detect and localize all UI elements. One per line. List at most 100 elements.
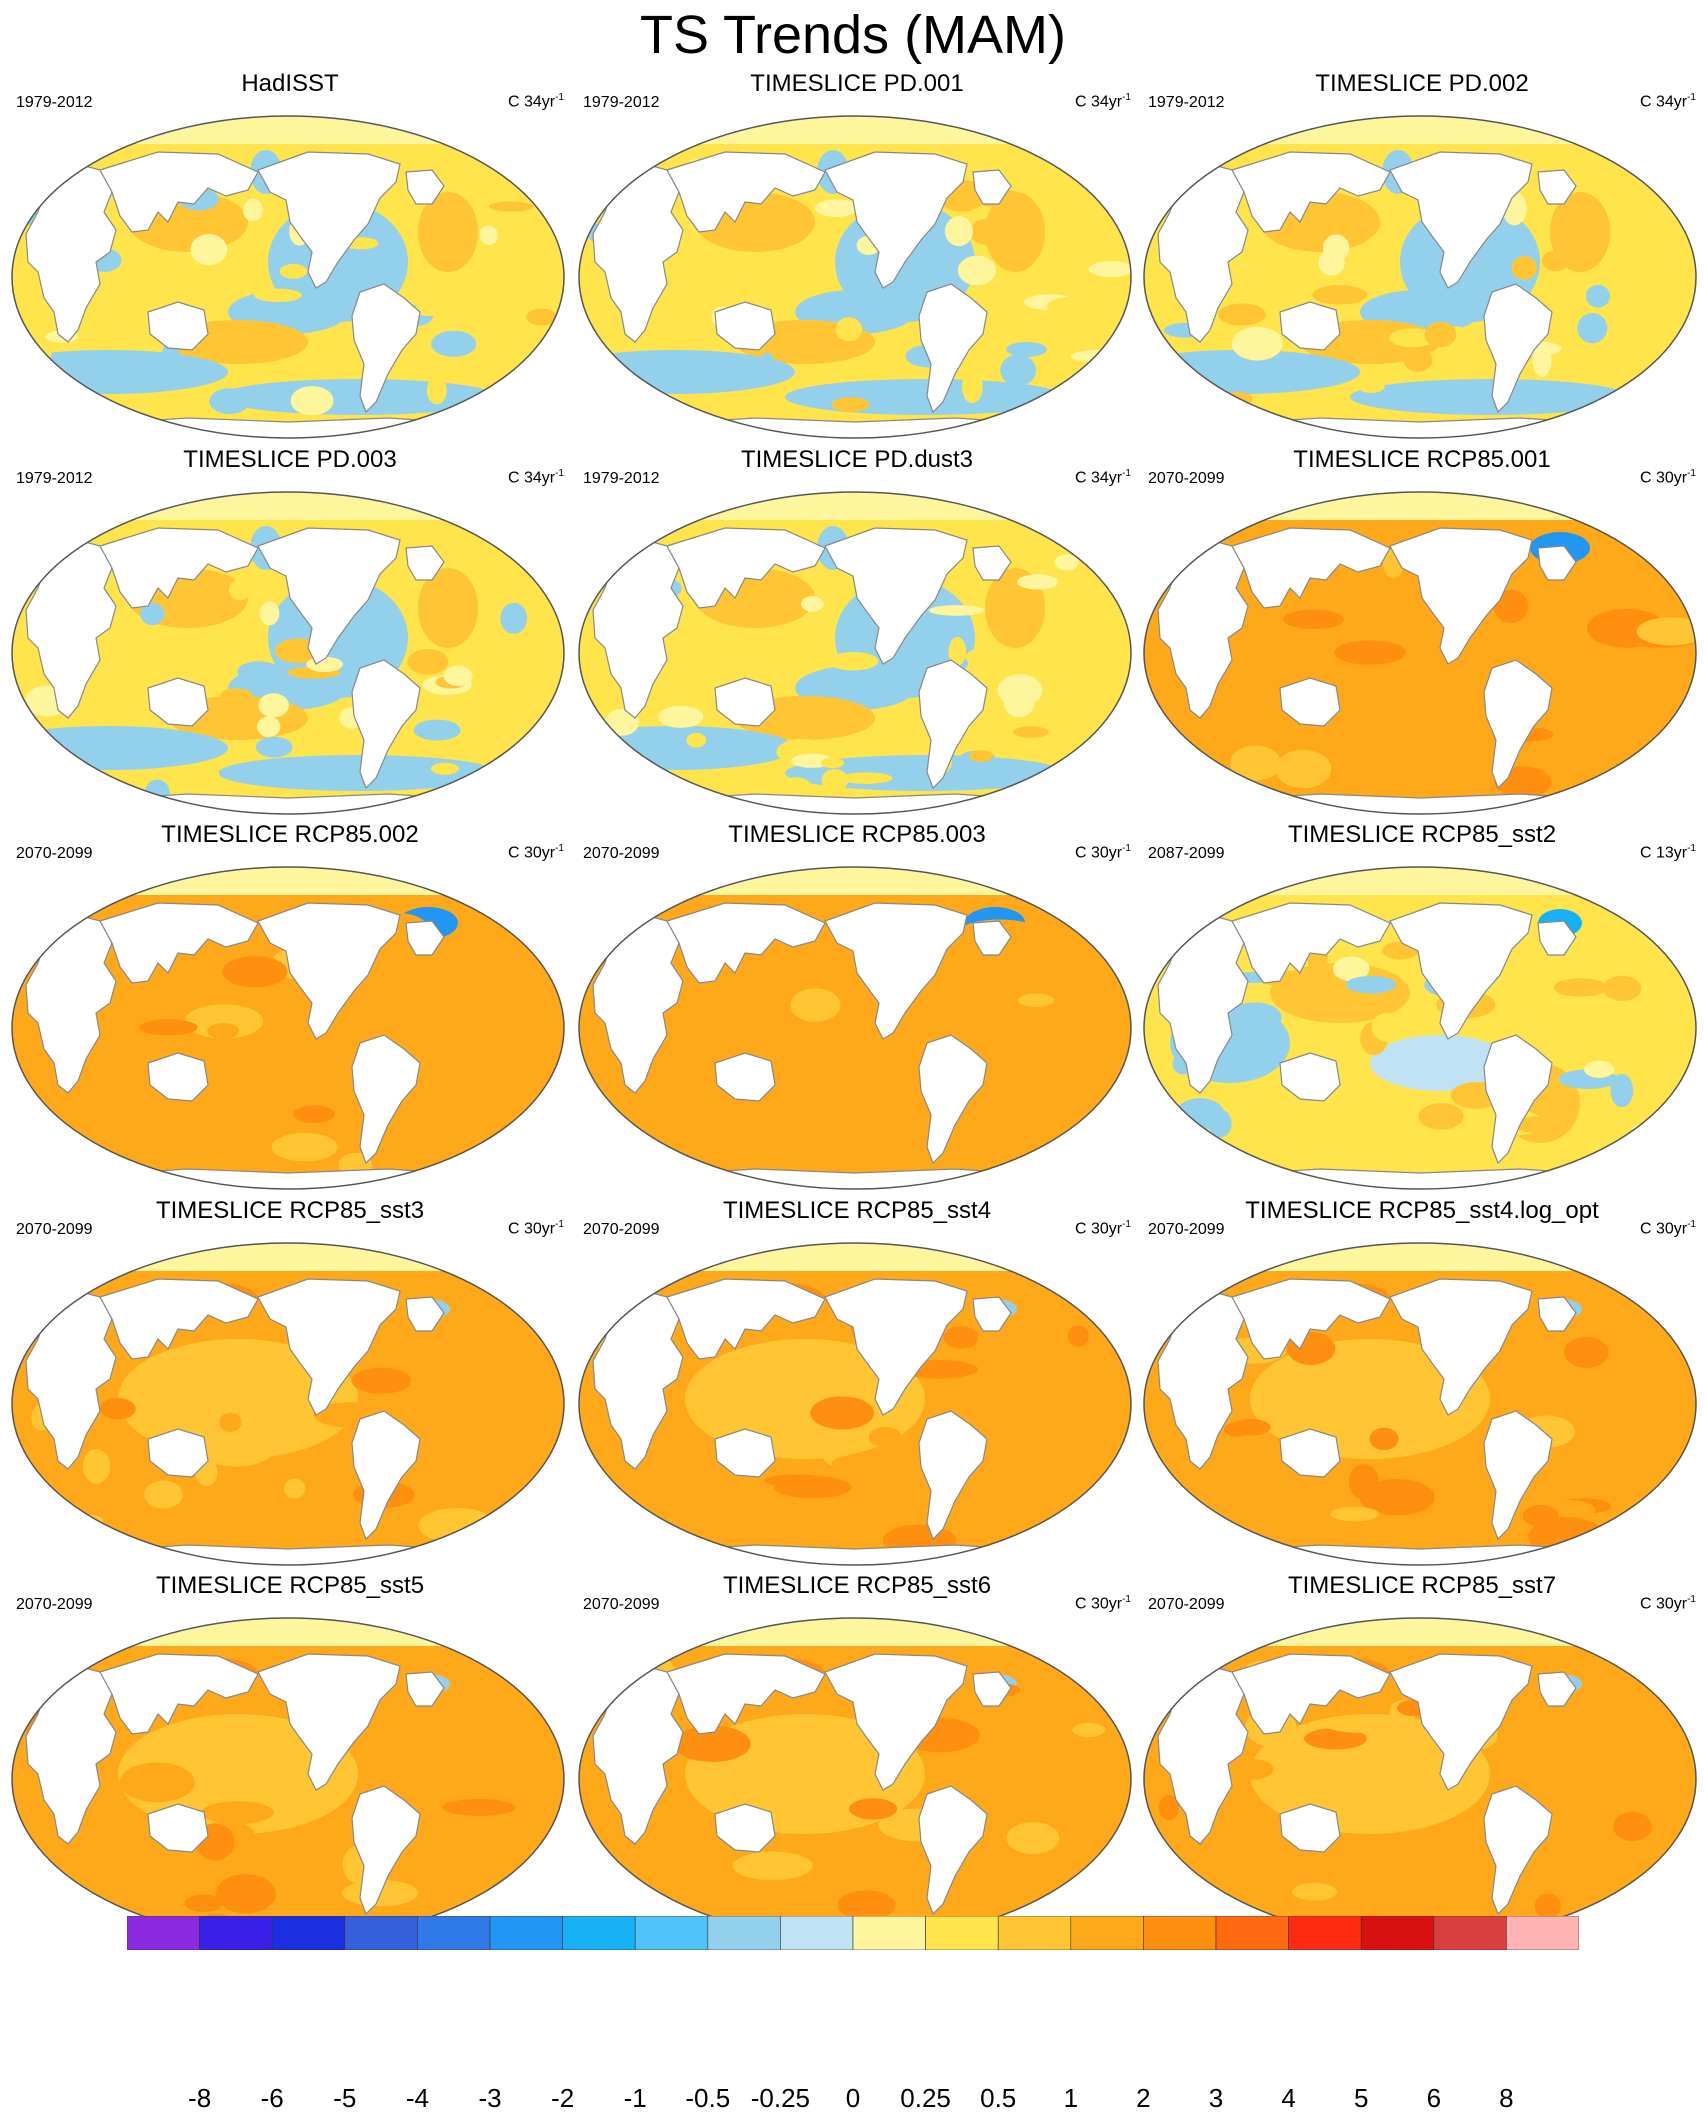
trend-patch [1231,326,1283,361]
trend-patch [1292,1882,1338,1901]
trend-patch [1054,554,1079,571]
world-map [1143,491,1697,815]
panel-period: 1979-2012 [1148,94,1225,111]
land-australia [147,1803,209,1853]
trend-patch [1610,1073,1634,1108]
land-northAmerica [257,902,401,1040]
trend-patch [1025,1055,1073,1068]
arctic-region [579,492,1131,520]
panel-title: TIMESLICE RCP85_sst5 [155,1572,425,1599]
trend-patch [961,370,983,404]
panel-units: C 34yr-1 [1074,92,1131,111]
land-asia [99,1653,259,1735]
land-northAmerica [257,151,401,289]
trend-patch [255,736,293,758]
arctic-region [12,867,564,895]
trend-patch [1636,617,1696,646]
trend-patch [948,637,967,666]
trend-patch [418,192,478,272]
trend-patch [70,1160,130,1179]
figure-title: TS Trends (MAM) [639,5,1067,65]
land-northAmerica [824,1653,968,1791]
land-northAmerica [1389,151,1533,289]
panel-period: 2070-2099 [1148,1221,1225,1238]
trend-patch [828,651,879,671]
land-southAmerica [918,1034,988,1165]
trend-patch [218,755,498,791]
land-northAmerica [824,902,968,1040]
trend-patch [930,626,951,652]
trend-patch [1275,749,1332,789]
trend-patch [969,750,993,762]
land-southAmerica [1483,1785,1553,1916]
land-greenland [1537,920,1577,956]
land-australia [147,301,209,351]
trend-patch [258,693,289,718]
trend-patch [229,578,252,601]
map-panel: TIMESLICE RCP85_sst4.log_opt 2070-2099 C 3… [1140,1197,1704,1595]
colorbar-tick-label: -0.5 [685,2083,731,2113]
trend-patch [442,1798,516,1816]
arctic-region [579,867,1131,895]
colorbar [127,1916,1579,1950]
trend-patch [256,716,281,738]
colorbar-swatch [344,1916,418,1950]
trend-patch [1528,1517,1606,1557]
land-southAmerica [351,283,421,414]
trend-patch [508,168,560,180]
trend-patch [820,757,845,769]
world-map [1143,115,1697,439]
trend-patch [604,709,639,736]
map-panel: TIMESLICE PD.002 1979-2012 C 34yr-1 [1140,70,1704,468]
panel-title: TIMESLICE RCP85.002 [161,821,419,848]
land-australia [714,1428,776,1478]
trend-patch [1585,284,1611,308]
panel-period: 1979-2012 [16,470,93,487]
trend-patch [1250,363,1267,392]
arctic-region [12,116,564,144]
trend-patch [860,1032,909,1065]
land-northAmerica [824,527,968,665]
map-panel: TIMESLICE PD.003 1979-2012 C 34yr-1 [8,446,572,844]
trend-patch [1006,1822,1060,1855]
map-panel: TIMESLICE RCP85_sst4 2070-2099 C 30yr-1 [575,1197,1139,1595]
trend-patch [271,1132,338,1162]
colorbar-swatch [271,1916,346,1950]
land-australia [714,1803,776,1853]
land-southAmerica [351,1034,421,1165]
arctic-region [12,1618,564,1646]
map-panel: TIMESLICE RCP85.003 2070-2099 C 30yr-1 [575,821,1139,1219]
trend-patch [1228,1002,1282,1033]
trend-patch [1515,1116,1552,1133]
trend-patch [944,216,973,247]
trend-patch [144,1480,183,1509]
world-map [578,1242,1132,1566]
trend-patch [965,647,1011,668]
arctic-region [1144,1243,1696,1271]
trend-patch [1324,1716,1404,1733]
trend-patch [1334,640,1406,665]
trend-patch [1227,1758,1274,1780]
trend-patch [1511,255,1537,280]
land-asia [99,902,259,984]
trend-patch [1584,1060,1615,1078]
map-panel: TIMESLICE RCP85_sst6 2070-2099 C 30yr-1 [575,1572,1139,1970]
panel-period: 1979-2012 [583,470,660,487]
trend-patch [407,648,449,675]
trend-patch [207,1023,240,1039]
trend-patch [673,1725,751,1762]
panel-period: 2070-2099 [1148,470,1225,487]
trend-patch [814,199,859,217]
trend-patch [426,376,447,405]
panel-title: TIMESLICE RCP85_sst2 [1287,821,1557,848]
trend-patch [1418,1103,1464,1130]
map-frame [578,1242,1132,1566]
panel-units: C 30yr-1 [507,843,564,862]
arctic-region [579,1243,1131,1271]
panel-units: C 34yr-1 [1074,468,1131,487]
colorbar-swatch [1433,1916,1507,1950]
trend-patch [218,379,498,415]
map-panel: TIMESLICE RCP85_sst2 2087-2099 C 13yr-1 [1140,821,1704,1219]
land-africaEurope [1157,914,1249,1094]
trend-patch [515,768,539,782]
